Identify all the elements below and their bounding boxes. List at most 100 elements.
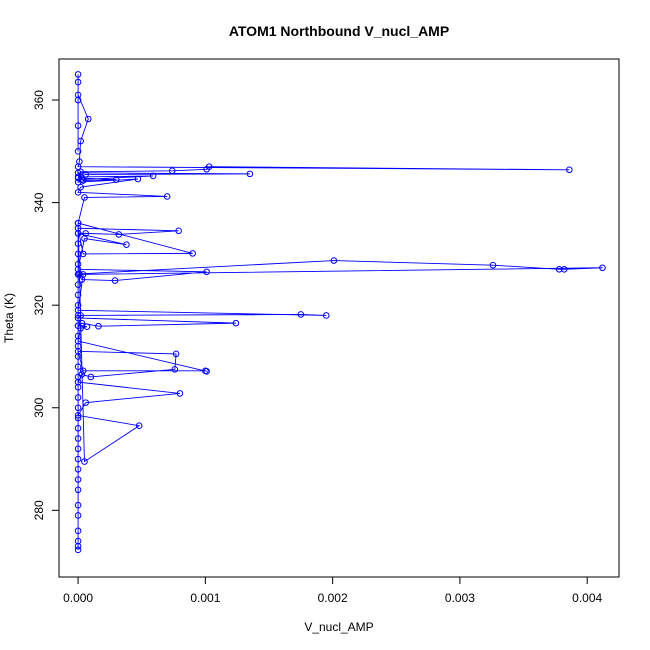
data-point	[74, 363, 82, 371]
data-point	[74, 96, 82, 104]
data-point	[74, 476, 82, 483]
chart-title: ATOM1 Northbound V_nucl_AMP	[229, 23, 449, 39]
data-point	[74, 412, 82, 419]
data-point	[111, 277, 119, 284]
y-tick-label: 280	[32, 500, 46, 520]
data-point	[78, 276, 86, 283]
data-point	[74, 501, 82, 509]
data-point	[74, 71, 82, 78]
data-point	[74, 219, 82, 227]
data-point	[74, 281, 82, 288]
data-point	[82, 399, 90, 406]
data-point	[74, 174, 82, 182]
data-point	[74, 240, 82, 247]
data-point	[74, 265, 82, 273]
data-point	[74, 394, 82, 401]
data-point	[79, 177, 87, 184]
data-point	[297, 311, 305, 318]
data-point	[77, 312, 84, 319]
data-point	[74, 424, 82, 432]
data-point	[74, 486, 82, 494]
data-point	[74, 122, 82, 129]
data-point	[74, 250, 82, 258]
data-point	[322, 312, 330, 319]
y-tick-label: 300	[32, 397, 46, 417]
data-point	[489, 261, 497, 269]
x-tick-label: 0.001	[190, 591, 220, 605]
data-point	[175, 227, 182, 235]
data-point	[74, 414, 82, 422]
data-point	[134, 175, 142, 183]
data-point	[599, 264, 606, 272]
x-tick-label: 0.003	[445, 591, 475, 605]
data-point	[77, 183, 84, 191]
y-axis-label: Theta (K)	[2, 293, 16, 343]
data-point	[112, 176, 120, 183]
data-point	[232, 319, 240, 327]
data-point	[566, 166, 573, 174]
data-point	[555, 265, 563, 273]
data-point	[78, 371, 86, 378]
data-point	[74, 466, 82, 473]
data-point	[74, 307, 82, 314]
series-group	[74, 71, 606, 554]
plot-frame	[58, 58, 620, 578]
data-point	[74, 527, 82, 535]
data-point	[77, 137, 84, 145]
data-point	[115, 231, 123, 238]
data-point	[168, 167, 176, 175]
x-tick-label: 0.002	[318, 591, 348, 605]
data-point	[78, 319, 86, 327]
data-point	[171, 365, 179, 373]
data-point	[74, 512, 82, 519]
data-point	[203, 268, 210, 276]
data-point	[149, 172, 157, 180]
data-point	[79, 367, 87, 375]
data-point	[74, 404, 82, 412]
x-tick-label: 0.000	[63, 591, 93, 605]
data-point	[123, 241, 130, 248]
data-point	[203, 368, 210, 375]
data-point	[560, 265, 568, 273]
data-point	[74, 291, 82, 299]
data-point	[95, 322, 102, 330]
data-point	[74, 546, 82, 554]
data-point	[74, 455, 82, 463]
y-tick-label: 320	[32, 295, 46, 315]
data-point	[74, 337, 82, 345]
data-point	[330, 257, 338, 264]
series-line	[76, 74, 603, 550]
data-point	[74, 148, 82, 155]
data-point	[176, 390, 184, 397]
data-point	[74, 378, 82, 386]
data-point	[246, 170, 254, 178]
data-point	[79, 250, 87, 258]
data-point	[84, 115, 92, 123]
data-point	[74, 78, 82, 86]
data-point	[205, 163, 213, 170]
y-tick-label: 360	[32, 90, 46, 110]
data-point	[83, 323, 91, 331]
x-axis: 0.000 0.001 0.002 0.003 0.004	[63, 576, 603, 605]
data-point	[74, 189, 82, 196]
data-point	[77, 168, 84, 176]
x-axis-label: V_nucl_AMP	[304, 620, 373, 634]
data-point	[74, 445, 82, 453]
data-point	[74, 537, 82, 545]
data-point	[81, 458, 88, 465]
data-point	[82, 230, 90, 237]
data-point	[87, 373, 95, 381]
data-point	[76, 158, 83, 165]
y-tick-label: 340	[32, 192, 46, 212]
data-point	[189, 250, 196, 257]
x-tick-label: 0.004	[572, 591, 602, 605]
y-axis: 280 300 320 340 360	[32, 90, 60, 520]
data-point	[82, 171, 90, 178]
data-point	[81, 194, 88, 201]
data-point	[74, 435, 82, 442]
data-point	[172, 350, 180, 358]
data-point	[74, 348, 82, 355]
data-point	[135, 422, 143, 430]
data-point	[163, 193, 171, 200]
